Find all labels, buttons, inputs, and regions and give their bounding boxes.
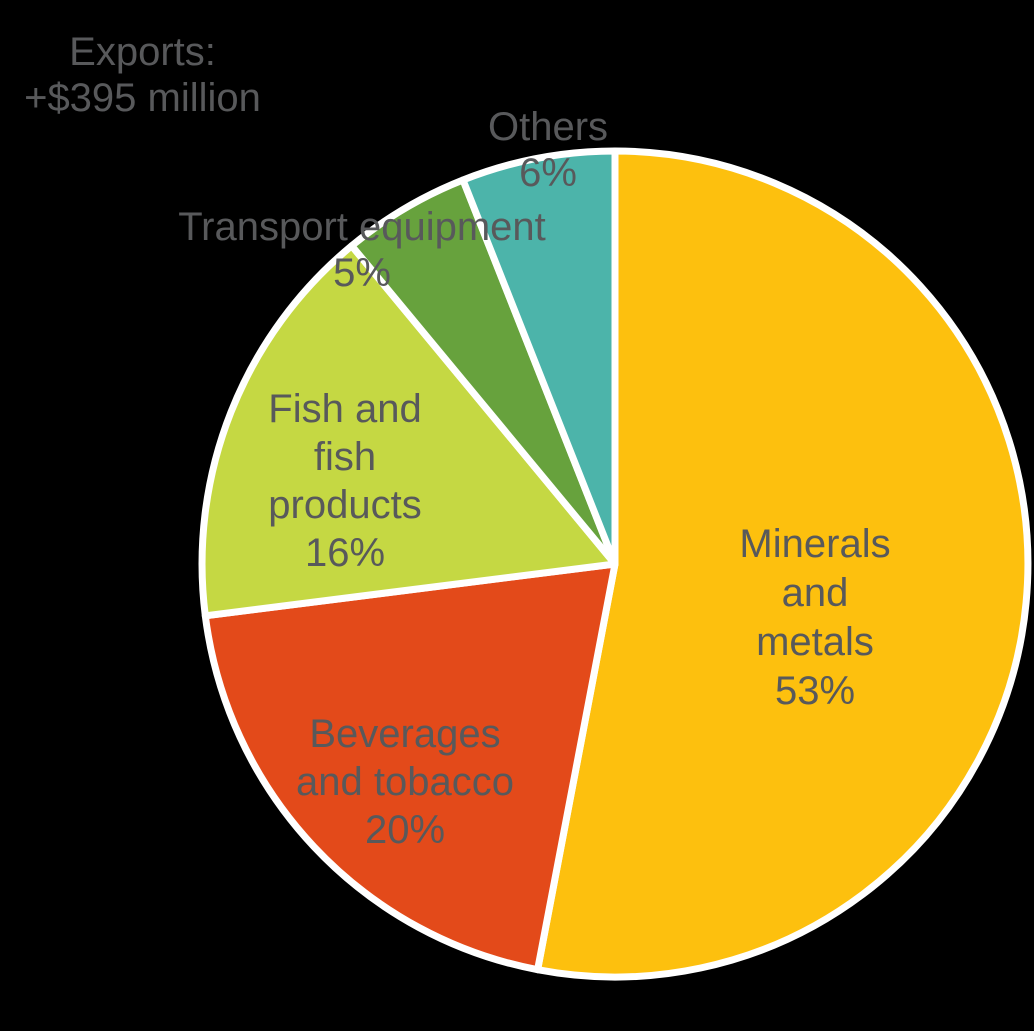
chart-title: Exports: +$395 million (0, 29, 285, 121)
slice-label-others: Others 6% (487, 105, 609, 195)
chart-title-line2: +$395 million (24, 76, 261, 120)
slice-label-beverages-and-tobacco: Beverages and tobacco 20% (296, 712, 514, 852)
slice-label-minerals-and-metals: Minerals and metals 53% (739, 522, 891, 713)
slice-label-transport-equipment: Transport equipment 5% (178, 205, 546, 295)
slice-label-fish-and-fish-products: Fish and fish products 16% (268, 387, 422, 575)
pie-slice-minerals-and-metals (534, 147, 1032, 981)
pie-slice-others (459, 147, 619, 568)
pie-slice-fish-and-fish-products (198, 242, 619, 620)
pie-slice-beverages-and-tobacco (201, 560, 619, 974)
chart-title-line1: Exports: (69, 30, 216, 74)
